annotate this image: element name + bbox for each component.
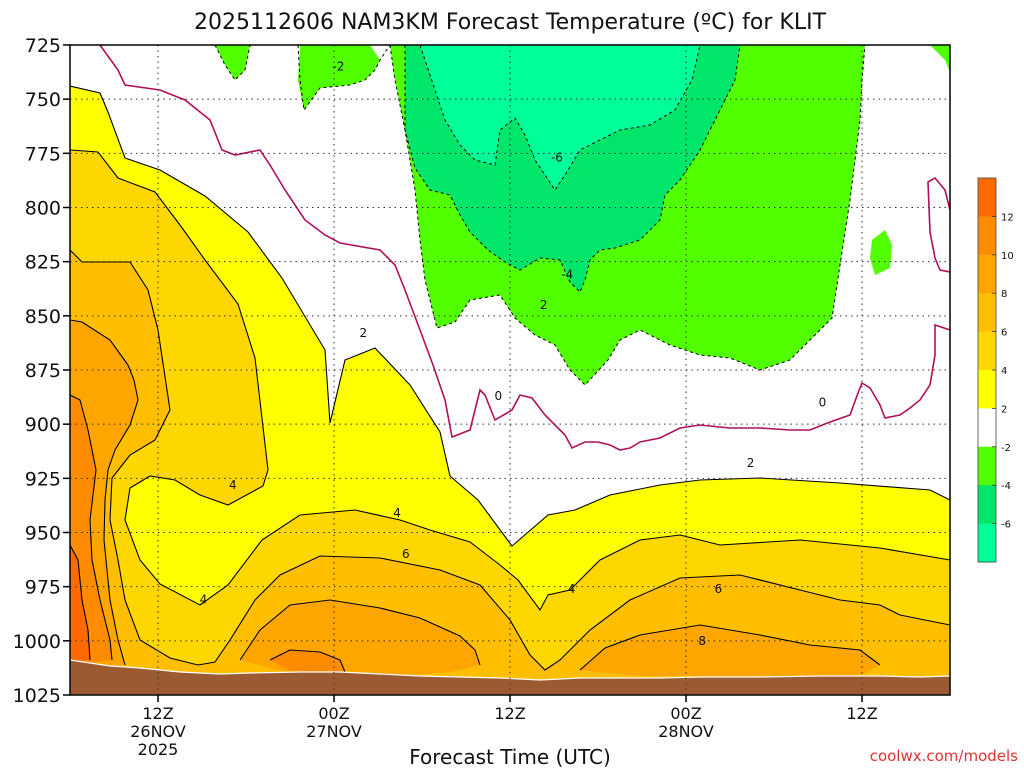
y-tick-label: 750 [25, 89, 61, 111]
x-tick-label: 26NOV [130, 722, 186, 741]
contour-minus6-line [419, 45, 701, 191]
y-tick-label: 850 [25, 306, 61, 328]
credit-text: coolwx.com/models [870, 747, 1018, 765]
colorbar-segment [978, 446, 996, 486]
x-tick-label: 12Z [142, 704, 173, 723]
contour-label: 4 [229, 478, 237, 492]
colorbar-segment [978, 178, 996, 217]
colorbar-segment [978, 293, 996, 333]
freezing-line [99, 45, 950, 451]
colorbar-label: 12 [1001, 212, 1014, 223]
contour-label: 4 [568, 582, 576, 596]
y-tick-label: 875 [25, 360, 61, 382]
colorbar-segment [978, 216, 996, 256]
contour-label: 6 [714, 582, 722, 596]
colorbar-segment [978, 331, 996, 371]
colorbar-label: 4 [1001, 366, 1007, 377]
contour-4-line [70, 149, 950, 612]
contour-8-line [70, 319, 881, 671]
x-tick-label: 00Z [318, 704, 349, 723]
x-tick-label: 00Z [670, 704, 701, 723]
y-tick-label: 825 [25, 252, 61, 274]
y-tick-label: 725 [25, 35, 61, 57]
colorbar-segment [978, 523, 996, 563]
x-tick-label: 28NOV [658, 722, 714, 741]
colorbar-segment [978, 485, 996, 525]
colorbar-label: 2 [1001, 404, 1007, 415]
colorbar-label: -2 [1001, 443, 1011, 454]
contour-label: 8 [698, 634, 706, 648]
contour-label: 0 [819, 396, 827, 410]
colorbar-segment [978, 370, 996, 409]
colorbar-label: 6 [1001, 328, 1007, 339]
contour-label: 2 [540, 298, 548, 312]
x-axis-label: Forecast Time (UTC) [409, 745, 611, 768]
ground-surface [70, 659, 950, 695]
colorbar-label: 8 [1001, 289, 1007, 300]
contour-label: 2 [747, 456, 755, 470]
colorbar-label: 10 [1001, 251, 1014, 262]
temp-region-minus6-hole [518, 185, 532, 226]
temp-region-6 [70, 250, 950, 695]
contour-label: 0 [494, 389, 502, 403]
contour-label: 4 [200, 593, 208, 607]
contour-minus4-line [404, 45, 741, 293]
contour-12-line [70, 544, 91, 661]
x-tick-label: 27NOV [306, 722, 362, 741]
contour-label: 4 [393, 506, 401, 520]
y-tick-label: 1025 [13, 685, 61, 707]
contour-2-line [70, 85, 950, 547]
y-tick-label: 950 [25, 523, 61, 545]
colorbar-label: -6 [1001, 520, 1011, 531]
y-tick-label: 1000 [13, 631, 61, 653]
contour-label: -2 [332, 60, 344, 74]
chart-title: 2025112606 NAM3KM Forecast Temperature (… [194, 10, 827, 35]
contour-label: -6 [551, 151, 563, 165]
temp-region-12 [70, 545, 90, 662]
colorbar-label: -4 [1001, 481, 1011, 492]
contour-labels: -2 -6 -4 2 2 0 0 2 4 4 6 6 4 4 8 [200, 60, 827, 648]
contour-label: 6 [402, 547, 410, 561]
contour-6-line [70, 249, 950, 671]
temp-region-minus6 [420, 45, 700, 190]
y-tick-label: 800 [25, 198, 61, 220]
x-tick-label: 12Z [846, 704, 877, 723]
y-tick-label: 775 [25, 143, 61, 165]
contour-label: 2 [360, 326, 368, 340]
contour-label: -4 [561, 268, 573, 282]
y-tick-label: 900 [25, 414, 61, 436]
colorbar: 12 10 8 6 4 2 -2 -4 -6 [977, 177, 1014, 563]
x-tick-label: 2025 [138, 740, 179, 759]
contour-10-line [70, 394, 346, 673]
colorbar-segment [978, 254, 996, 294]
x-tick-label: 12Z [494, 704, 525, 723]
y-tick-label: 975 [25, 577, 61, 599]
y-tick-label: 925 [25, 468, 61, 490]
temp-region-10 [70, 395, 345, 676]
colorbar-segment [978, 408, 996, 448]
y-axis: 725 750 775 800 825 850 875 900 925 950 975 1000 102… [13, 35, 70, 707]
contour-minus2-line [214, 45, 866, 386]
temp-region-4 [70, 150, 950, 695]
